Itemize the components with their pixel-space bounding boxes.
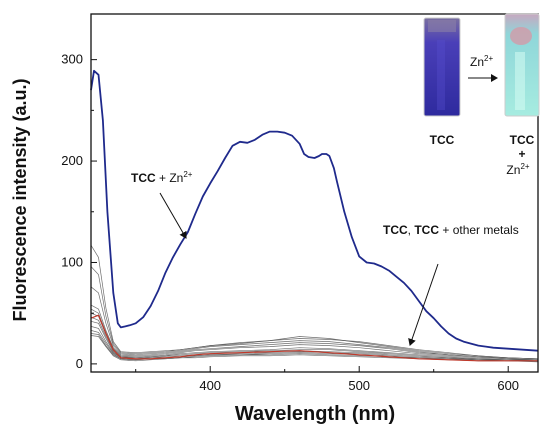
plot-frame <box>90 13 539 373</box>
inset-label-tcc-zn-line2: + <box>518 147 525 161</box>
other-metal-curve-4 <box>90 304 539 361</box>
annotation-other-metals-part-4: + other metals <box>439 223 519 237</box>
inset-label-tcc-zn-line1: TCC <box>510 133 535 147</box>
y-tick-label-0: 0 <box>76 356 83 371</box>
y-tick-label-300: 300 <box>61 52 83 67</box>
curve-tcc-zn <box>90 69 539 352</box>
annotation-other-metals-part-1: TCC <box>383 223 408 237</box>
inset-arrow-label-text: Zn <box>470 55 484 69</box>
y-axis-title: Fluorescence intensity (a.u.) <box>10 78 30 321</box>
x-tick-label-500: 500 <box>348 378 370 393</box>
inset-label-tcc-zn-line3: Zn2+ <box>506 162 529 177</box>
other-metal-curve-1 <box>90 245 539 360</box>
main-curves <box>90 69 539 362</box>
other-metal-curve-6 <box>90 312 538 361</box>
inset-label-tcc: TCC <box>430 133 455 147</box>
y-tick-label-100: 100 <box>61 254 83 269</box>
annotation-tcc-zn: TCC + Zn2+ <box>131 170 193 185</box>
x-tick-label-400: 400 <box>199 378 221 393</box>
curve-tcc <box>90 314 538 362</box>
x-tick-label-600: 600 <box>497 378 519 393</box>
annotation-other-metals-arrow <box>408 263 439 346</box>
other-metal-curve-10 <box>90 330 538 362</box>
inset-arrow-label: Zn2+ <box>470 54 493 69</box>
annotation-other-metals-part-2: , <box>408 223 415 237</box>
annotation-other-metals: TCC, TCC + other metals <box>383 223 519 237</box>
inset-photo: Zn2+ TCC TCC + Zn2+ <box>423 13 540 177</box>
inset-arrow-label-sup: 2+ <box>484 54 493 63</box>
annotation-tcc-zn-sup: 2+ <box>183 170 192 179</box>
annotation-other-metals-part-3: TCC <box>414 223 439 237</box>
inset-label-tcc-zn-sup: 2+ <box>520 162 529 171</box>
y-axis-ticks: 0 100 200 300 <box>61 52 97 371</box>
other-metal-curve-2 <box>90 266 539 360</box>
other-metal-curve-3 <box>90 286 539 360</box>
y-tick-label-200: 200 <box>61 153 83 168</box>
x-axis-title: Wavelength (nm) <box>235 403 395 425</box>
x-axis-ticks: 400 500 600 <box>135 366 519 393</box>
cuvette-tcc-zn <box>504 13 540 117</box>
other-metal-curve-5 <box>90 308 539 361</box>
cuvette-tcc <box>423 17 461 117</box>
annotation-tcc-zn-bold: TCC <box>131 171 156 185</box>
annotation-tcc-zn-arrow <box>159 192 187 239</box>
annotation-tcc-zn-text: + Zn <box>156 171 184 185</box>
inset-label-tcc-zn-line3-text: Zn <box>506 163 520 177</box>
